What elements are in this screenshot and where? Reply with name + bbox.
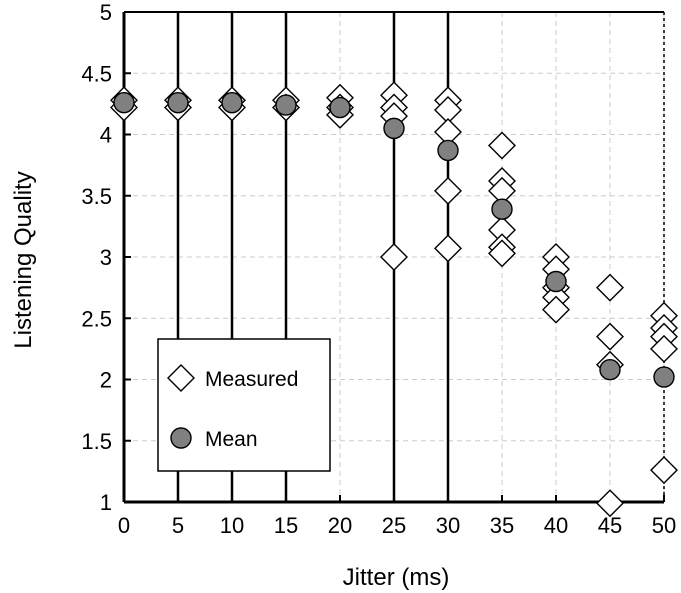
x-tick-label: 0 bbox=[118, 513, 130, 538]
measured-point bbox=[434, 234, 462, 263]
legend-measured-marker bbox=[167, 364, 195, 392]
y-tick-label: 2.5 bbox=[81, 306, 112, 331]
y-tick-label: 1 bbox=[100, 490, 112, 515]
mean-point bbox=[437, 139, 459, 162]
measured-point bbox=[488, 239, 516, 268]
x-tick-label: 10 bbox=[220, 513, 244, 538]
measured-point bbox=[488, 131, 516, 160]
mean-point bbox=[599, 359, 621, 381]
measured-point bbox=[434, 176, 462, 205]
y-tick-label: 2 bbox=[100, 368, 112, 393]
legend-measured-label: Measured bbox=[205, 368, 298, 391]
legend-box bbox=[157, 338, 331, 472]
measured-point bbox=[650, 334, 678, 363]
x-tick-label: 15 bbox=[274, 513, 298, 538]
data-marks bbox=[110, 81, 678, 518]
measured-point bbox=[596, 489, 624, 518]
x-tick-label: 5 bbox=[172, 513, 184, 538]
mean-point bbox=[329, 96, 351, 119]
legend: Measured Mean bbox=[157, 338, 331, 472]
y-tick-label: 4 bbox=[100, 123, 112, 148]
x-tick-label: 25 bbox=[382, 513, 406, 538]
x-tick-label: 20 bbox=[328, 513, 352, 538]
y-tick-label: 4.5 bbox=[81, 61, 112, 86]
mean-point bbox=[653, 366, 675, 388]
x-tick-label: 40 bbox=[544, 513, 568, 538]
y-axis-title: Listening Quality bbox=[10, 171, 37, 348]
y-tick-label: 3 bbox=[100, 245, 112, 270]
x-tick-label: 35 bbox=[490, 513, 514, 538]
measured-point bbox=[380, 243, 408, 271]
mean-point bbox=[545, 270, 567, 293]
legend-mean-marker bbox=[170, 427, 192, 449]
mean-point bbox=[491, 198, 513, 220]
mean-point bbox=[167, 91, 189, 114]
mean-point bbox=[113, 91, 135, 114]
y-tick-label: 3.5 bbox=[81, 184, 112, 209]
measured-point bbox=[650, 456, 678, 485]
x-axis-title: Jitter (ms) bbox=[343, 564, 450, 591]
x-tick-label: 30 bbox=[436, 513, 460, 538]
legend-mean-label: Mean bbox=[205, 428, 258, 451]
y-tick-label: 5 bbox=[100, 0, 112, 25]
measured-point bbox=[542, 295, 570, 324]
mean-point bbox=[383, 117, 405, 140]
mean-point bbox=[275, 94, 297, 116]
x-tick-label: 50 bbox=[652, 513, 676, 538]
measured-point bbox=[596, 322, 624, 351]
mean-point bbox=[221, 91, 243, 114]
y-tick-label: 1.5 bbox=[81, 429, 112, 454]
measured-point bbox=[596, 273, 624, 302]
